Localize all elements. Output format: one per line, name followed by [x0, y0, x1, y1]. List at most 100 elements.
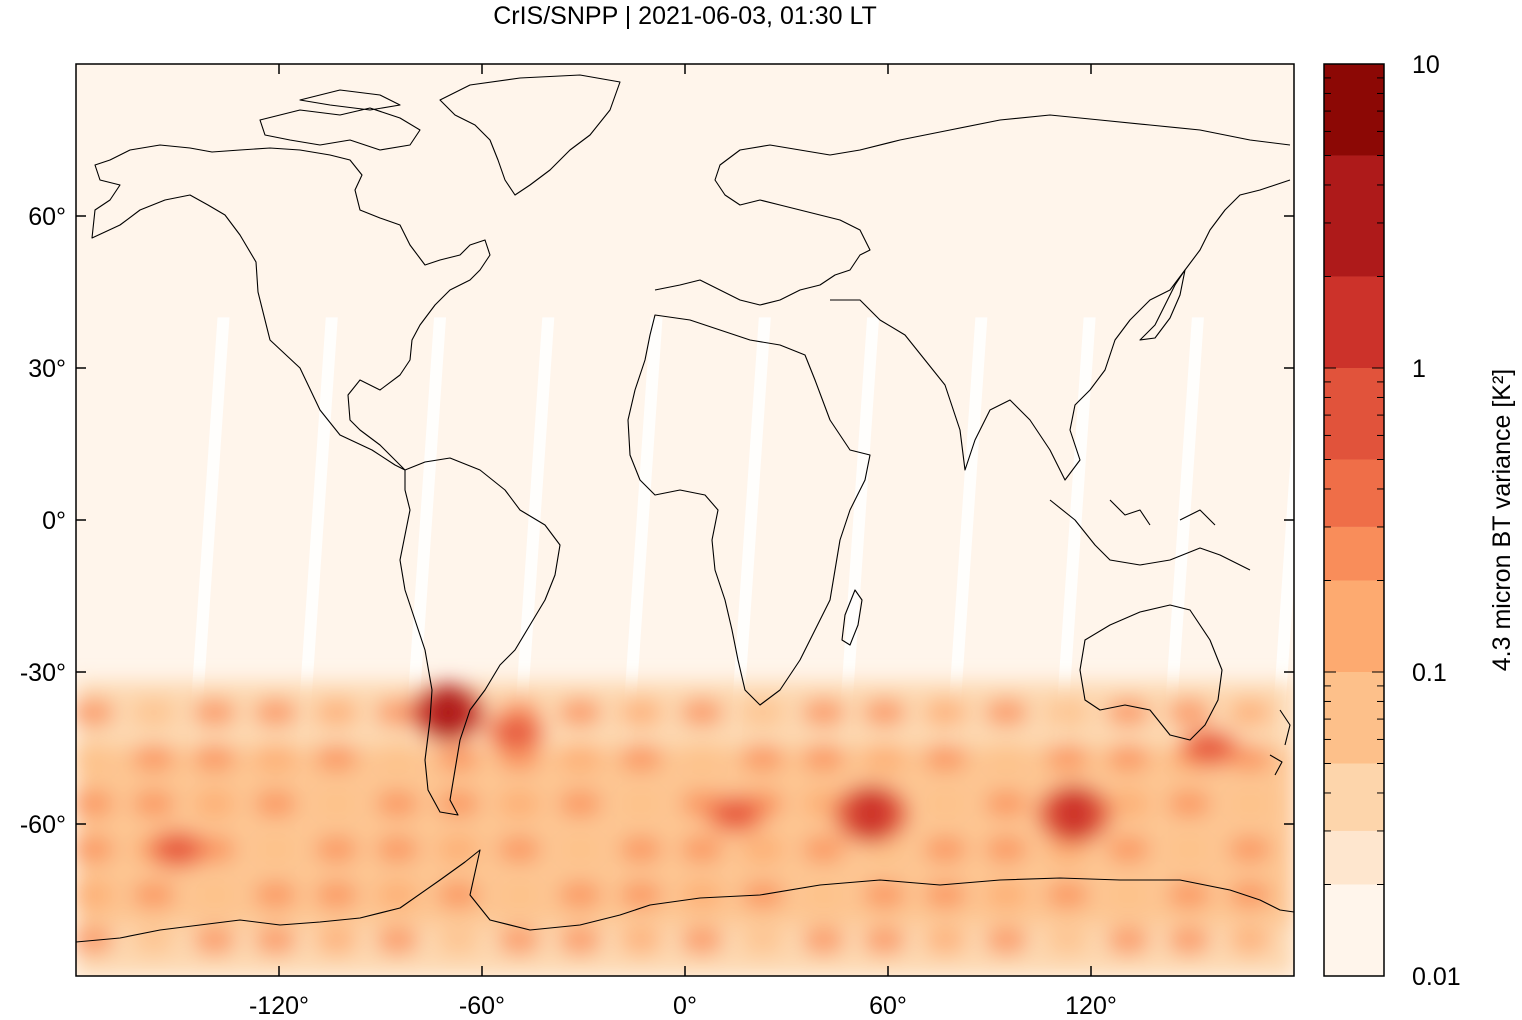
variance-patch [375, 789, 420, 818]
variance-patch [1045, 744, 1090, 773]
variance-patch [253, 789, 298, 818]
variance-patch [558, 744, 603, 773]
variance-field [76, 682, 1294, 976]
variance-patch [740, 835, 785, 864]
variance-patch [1167, 698, 1212, 727]
coastline-greenland [439, 74, 621, 196]
variance-patch [192, 698, 237, 727]
variance-patch [923, 698, 968, 727]
variance-patch [497, 926, 542, 955]
coastline-new-zealand [1269, 709, 1291, 776]
coastline-australia [1079, 604, 1223, 741]
variance-patch [801, 926, 846, 955]
variance-patch [619, 880, 664, 909]
variance-patch [253, 880, 298, 909]
variance-patch [1106, 698, 1151, 727]
colorbar-band [1324, 368, 1384, 460]
colorbar-tick-label: 0.1 [1412, 659, 1447, 687]
coastline-arctic-islands [259, 89, 421, 151]
variance-patch [314, 789, 359, 818]
coastline-antarctica [76, 849, 1294, 943]
variance-patch [984, 744, 1029, 773]
variance-patch [375, 926, 420, 955]
variance-patch [1045, 880, 1090, 909]
variance-patch [801, 880, 846, 909]
variance-hotspot [163, 839, 192, 860]
coastline-madagascar [841, 589, 863, 646]
x-tick-label: 0° [673, 992, 697, 1020]
colorbar-tick-label: 0.01 [1412, 963, 1461, 991]
colorbar-band [1324, 64, 1384, 156]
variance-patch [1167, 835, 1212, 864]
colorbar-label: 4.3 micron BT variance [K²] [1488, 369, 1516, 671]
variance-patch [1228, 835, 1273, 864]
y-axis: 60° 30° 0° -30° -60° [20, 203, 1294, 839]
variance-patch [1167, 880, 1212, 909]
x-axis: -120° -60° 0° 60° 120° [249, 64, 1117, 1020]
variance-patch [375, 835, 420, 864]
variance-patch [76, 789, 115, 818]
variance-patch [679, 926, 724, 955]
variance-patch [740, 744, 785, 773]
y-tick-label: 60° [28, 203, 66, 231]
variance-patch [558, 835, 603, 864]
variance-patch [131, 880, 176, 909]
variance-patch [131, 698, 176, 727]
variance-patch [314, 880, 359, 909]
variance-patch [76, 880, 115, 909]
variance-hotspot [1054, 787, 1095, 840]
variance-patch [497, 880, 542, 909]
variance-patch [76, 835, 115, 864]
coastline-japan [1139, 269, 1186, 341]
chart-title: CrIS/SNPP | 2021-06-03, 01:30 LT [493, 2, 877, 30]
map-plot-area [76, 64, 1294, 976]
variance-patch [984, 835, 1029, 864]
x-tick-label: 60° [869, 992, 907, 1020]
variance-hotspot [851, 787, 892, 840]
variance-patch [76, 744, 115, 773]
colorbar-tick-label: 1 [1412, 355, 1426, 383]
variance-patch [76, 698, 115, 727]
variance-patch [862, 698, 907, 727]
variance-patch [679, 698, 724, 727]
colorbar-band [1324, 459, 1384, 527]
variance-patch [314, 698, 359, 727]
variance-patch [1228, 789, 1273, 818]
variance-patch [192, 789, 237, 818]
variance-patch [192, 744, 237, 773]
variance-patch [1106, 744, 1151, 773]
variance-patch [1106, 789, 1151, 818]
variance-patch [558, 926, 603, 955]
variance-patch [1228, 880, 1273, 909]
variance-patch [923, 880, 968, 909]
colorbar-band [1324, 672, 1384, 764]
variance-patch [558, 698, 603, 727]
colorbar-band [1324, 763, 1384, 831]
colorbar-band [1324, 526, 1384, 581]
variance-patch [679, 744, 724, 773]
colorbar-band [1324, 580, 1384, 672]
variance-patch [1167, 789, 1212, 818]
variance-patch [679, 835, 724, 864]
variance-patch [619, 744, 664, 773]
variance-patch [1106, 880, 1151, 909]
variance-patch [862, 880, 907, 909]
coastline-africa [627, 314, 871, 706]
coastline-europe [654, 114, 1291, 306]
coastline-south-america [399, 457, 561, 816]
variance-patch [1045, 926, 1090, 955]
variance-patch [619, 926, 664, 955]
variance-hotspot [428, 686, 469, 739]
variance-patch [1228, 926, 1273, 955]
variance-patch [131, 744, 176, 773]
variance-patch [436, 880, 481, 909]
colorbar-bands [1324, 64, 1384, 976]
variance-patch [1045, 698, 1090, 727]
variance-patch [375, 744, 420, 773]
colorbar-band [1324, 830, 1384, 885]
variance-patch [1106, 835, 1151, 864]
variance-patch [436, 926, 481, 955]
variance-patch [862, 744, 907, 773]
coastline-north-america [91, 144, 491, 471]
